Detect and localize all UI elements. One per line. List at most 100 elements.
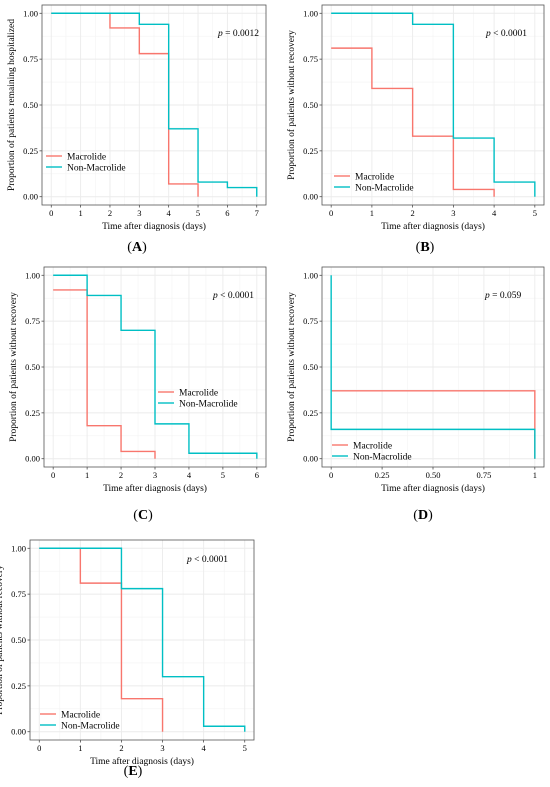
y-tick-label: 0.50 — [303, 100, 318, 110]
p-symbol: p — [484, 291, 490, 301]
x-axis-title: Time after diagnosis (days) — [381, 221, 485, 232]
y-tick-label: 0.00 — [303, 192, 318, 202]
x-axis-title: Time after diagnosis (days) — [381, 483, 485, 494]
km-curve-macrolide — [51, 12, 199, 197]
gridlines — [30, 540, 254, 740]
y-tick-label: 0.75 — [303, 54, 318, 64]
panel-label-d: (D) — [413, 508, 433, 523]
y-axis-title: Proportion of patients without recovery — [8, 292, 19, 442]
y-tick-label: 0.75 — [11, 589, 26, 599]
y-tick-label: 0.25 — [11, 681, 26, 691]
y-tick-label: 0.00 — [303, 454, 318, 464]
y-tick-label: 0.00 — [25, 454, 40, 464]
x-tick-label: 0 — [51, 470, 55, 480]
y-tick-label: 1.00 — [25, 270, 40, 280]
km-panel-b: 0 1 2 3 4 5 0.00 0.25 0.50 0.75 1.00 Time after dia… — [280, 0, 550, 240]
y-axis-title: Proportion of patients without recovery — [286, 292, 297, 442]
km-curve-macrolide — [331, 47, 495, 197]
km-curve-non-macrolide — [330, 275, 536, 459]
p-value-annotation: p = 0.059 — [484, 291, 521, 301]
p-value-annotation: p = 0.0012 — [217, 29, 259, 39]
x-tick-label: 0.25 — [375, 470, 390, 480]
km-curve-non-macrolide — [39, 547, 246, 732]
y-tick-label: 0.00 — [23, 192, 38, 202]
legend-label: Non-Macrolide — [353, 453, 412, 463]
x-tick-label: 4 — [492, 208, 497, 218]
y-tick-label: 0.25 — [25, 408, 40, 418]
legend-label: Non-Macrolide — [61, 722, 120, 732]
y-tick-label: 0.50 — [11, 635, 26, 645]
x-tick-label: 1 — [78, 208, 82, 218]
x-tick-label: 2 — [411, 208, 415, 218]
gridlines — [42, 5, 266, 205]
km-panel-c: 0 1 2 3 4 5 6 0.00 0.25 0.50 0.75 1.00 Time after di… — [0, 262, 272, 502]
y-axis-title: Proportion of patients without recovery — [0, 565, 5, 715]
x-tick-label: 5 — [196, 208, 200, 218]
plot-border — [43, 266, 267, 468]
p-value: = 0.0012 — [223, 29, 259, 39]
p-symbol: p — [485, 29, 491, 39]
x-tick-label: 5 — [533, 208, 537, 218]
p-symbol: p — [186, 555, 192, 565]
y-tick-label: 0.00 — [11, 727, 26, 737]
x-tick-label: 3 — [451, 208, 455, 218]
legend-label: Macrolide — [355, 173, 394, 183]
km-chart-b: 0 1 2 3 4 5 0.00 0.25 0.50 0.75 1.00 Time after dia… — [286, 4, 545, 232]
p-value: < 0.0001 — [491, 29, 527, 39]
gridlines — [322, 5, 544, 205]
y-tick-label: 0.75 — [25, 316, 40, 326]
x-tick-label: 0 — [49, 208, 53, 218]
km-chart-d: 0 0.25 0.50 0.75 1 0.00 0.25 0.50 0.75 1.00 Time a… — [286, 266, 545, 494]
y-tick-label: 0.25 — [303, 408, 318, 418]
x-tick-label: 4 — [187, 470, 192, 480]
x-tick-label: 2 — [119, 470, 123, 480]
p-value: < 0.0001 — [192, 555, 228, 565]
y-tick-label: 1.00 — [303, 8, 318, 18]
y-tick-label: 1.00 — [23, 8, 38, 18]
x-tick-label: 3 — [160, 743, 164, 753]
x-tick-label: 3 — [153, 470, 157, 480]
x-tick-label: 1 — [533, 470, 537, 480]
km-chart-c: 0 1 2 3 4 5 6 0.00 0.25 0.50 0.75 1.00 Time after di… — [8, 266, 267, 494]
y-axis-title: Proportion of patients remaining hospita… — [6, 19, 17, 191]
legend-label: Macrolide — [67, 153, 106, 163]
y-tick-label: 0.25 — [303, 146, 318, 156]
p-value-annotation: p < 0.0001 — [212, 291, 254, 301]
p-symbol: p — [212, 291, 218, 301]
x-axis-title: Time after diagnosis (days) — [90, 756, 194, 767]
legend-label: Macrolide — [179, 389, 218, 399]
y-tick-label: 0.75 — [23, 54, 38, 64]
x-tick-label: 1 — [370, 208, 374, 218]
legend-label: Macrolide — [353, 442, 392, 452]
x-tick-label: 1 — [85, 470, 89, 480]
y-tick-label: 0.50 — [23, 100, 38, 110]
p-value: = 0.059 — [490, 291, 522, 301]
x-axis-title: Time after diagnosis (days) — [102, 221, 206, 232]
panel-label-c: (C) — [133, 508, 153, 523]
y-tick-label: 1.00 — [11, 543, 26, 553]
x-tick-label: 0.75 — [476, 470, 491, 480]
gridlines — [322, 267, 544, 467]
plot-border — [321, 266, 545, 468]
x-tick-label: 4 — [167, 208, 172, 218]
y-tick-label: 1.00 — [303, 270, 318, 280]
legend-label: Non-Macrolide — [67, 164, 126, 174]
km-panel-d: 0 0.25 0.50 0.75 1 0.00 0.25 0.50 0.75 1.00 Time a… — [280, 262, 550, 502]
y-tick-label: 0.75 — [303, 316, 318, 326]
p-value-annotation: p < 0.0001 — [186, 555, 228, 565]
x-tick-label: 0 — [329, 470, 333, 480]
x-tick-label: 0 — [37, 743, 41, 753]
km-chart-e: 0 1 2 3 4 5 0.00 0.25 0.50 0.75 1.00 Time after dia… — [0, 539, 255, 767]
y-tick-label: 0.50 — [25, 362, 40, 372]
x-tick-label: 3 — [137, 208, 141, 218]
x-tick-label: 5 — [221, 470, 225, 480]
x-tick-label: 6 — [255, 470, 259, 480]
panel-label-e: (E) — [123, 764, 143, 779]
p-value: < 0.0001 — [218, 291, 254, 301]
plot-border — [321, 4, 545, 206]
x-tick-label: 2 — [119, 743, 123, 753]
